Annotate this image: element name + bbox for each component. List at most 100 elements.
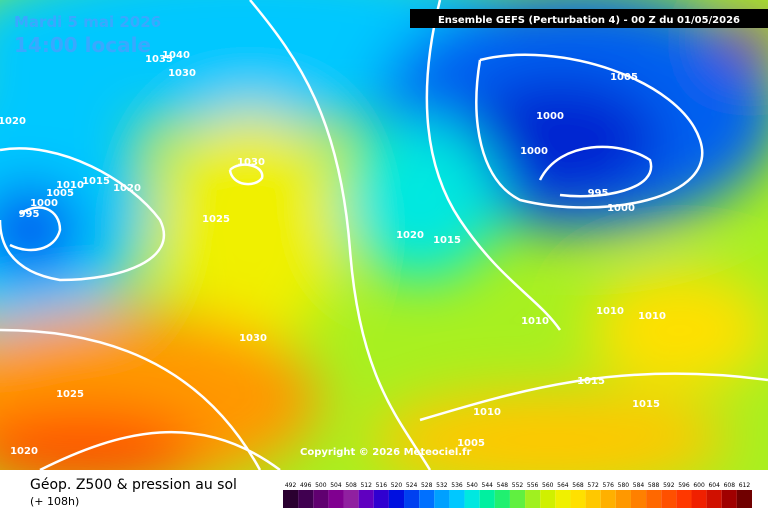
scale-swatch (721, 490, 737, 508)
isobar-label: 1020 (0, 116, 26, 127)
scale-swatch (570, 490, 586, 508)
scale-swatch (540, 490, 556, 508)
isobar-label: 1025 (202, 214, 230, 225)
date: Mardi 5 mai 2026 (14, 13, 161, 31)
scale-swatch (479, 490, 495, 508)
scale-label: 520 (391, 482, 403, 489)
scale-swatch (615, 490, 631, 508)
scale-label: 508 (345, 482, 357, 489)
scale-label: 588 (648, 482, 660, 489)
scale-label: 556 (527, 482, 539, 489)
isobar-label: 1010 (638, 311, 666, 322)
scale-label: 504 (330, 482, 342, 489)
scale-swatch (494, 490, 510, 508)
scale-swatch (509, 490, 526, 508)
time: 14:00 locale (14, 33, 151, 57)
scale-swatch (449, 490, 465, 508)
isobar-label: 1030 (239, 333, 267, 344)
scale-label: 596 (678, 482, 690, 489)
isobar-label: 995 (588, 188, 609, 199)
scale-label: 584 (633, 482, 645, 489)
isobar-label: 1030 (168, 68, 196, 79)
isobar-label: 1015 (82, 176, 110, 187)
scale-label: 536 (451, 482, 463, 489)
scale-label: 512 (360, 482, 372, 489)
scale-label: 552 (512, 482, 524, 489)
isobar-label: 1040 (162, 50, 190, 61)
scale-swatch (661, 490, 677, 508)
scale-swatch (600, 490, 616, 508)
isobar-label: 1010 (473, 407, 501, 418)
scale-swatch (283, 490, 299, 508)
scale-label: 576 (603, 482, 615, 489)
isobar-label: 1005 (457, 438, 485, 449)
scale-label: 516 (376, 482, 388, 489)
isobar-label: 1010 (521, 316, 549, 327)
scale-label: 500 (315, 482, 327, 489)
isobar-label: 1000 (30, 198, 58, 209)
scale-swatch (691, 490, 707, 508)
isobar-label: 1000 (520, 146, 548, 157)
footer-lead: (+ 108h) (30, 495, 79, 508)
isobar-label: 1015 (433, 235, 461, 246)
scale-swatch (706, 490, 722, 508)
scale-swatch (419, 490, 435, 508)
model-title: Ensemble GEFS (Perturbation 4) - 00 Z du… (438, 15, 740, 26)
scale-swatch (388, 490, 405, 508)
scale-swatch (328, 490, 344, 508)
color-scale: 492 496 500 504 508 512 516 520 524 528 532 536 540 5… (283, 482, 752, 508)
scale-label: 568 (572, 482, 584, 489)
isobar-label: 1010 (56, 180, 84, 191)
scale-label: 608 (724, 482, 736, 489)
scale-swatch (736, 490, 752, 508)
isobar-label: 1015 (577, 376, 605, 387)
scale-label: 564 (557, 482, 569, 489)
scale-label: 544 (482, 482, 494, 489)
isobar-label: 995 (19, 209, 40, 220)
isobar-label: 1020 (10, 446, 38, 457)
scale-label: 600 (693, 482, 705, 489)
scale-swatch (298, 490, 314, 508)
scale-swatch (555, 490, 571, 508)
map-field (0, 0, 768, 490)
scale-label: 492 (285, 482, 297, 489)
isobar-labels: 1040103510301020101010151020100510009951… (0, 50, 666, 457)
scale-label: 548 (497, 482, 509, 489)
scale-label: 496 (300, 482, 312, 489)
scale-swatch (525, 490, 541, 508)
scale-swatch (585, 490, 601, 508)
isobar-label: 1015 (632, 399, 660, 410)
scale-swatch (373, 490, 389, 508)
isobar-label: 1035 (145, 54, 173, 65)
copyright: Copyright © 2026 Meteociel.fr (300, 447, 471, 458)
scale-swatch (630, 490, 647, 508)
isobar-label: 1025 (56, 389, 84, 400)
scale-swatch (343, 490, 359, 508)
isobar-label: 1020 (113, 183, 141, 194)
scale-swatch (646, 490, 662, 508)
scale-label: 572 (587, 482, 599, 489)
scale-label: 592 (663, 482, 675, 489)
isobar-label: 1020 (396, 230, 424, 241)
isobar-label: 1005 (46, 188, 74, 199)
scale-label: 612 (739, 482, 751, 489)
header-box (410, 9, 768, 28)
scale-swatch (313, 490, 329, 508)
scale-label: 580 (618, 482, 630, 489)
footer-title: Géop. Z500 & pression au sol (30, 477, 237, 493)
scale-label: 524 (406, 482, 418, 489)
isobar-label: 1000 (607, 203, 635, 214)
isobar-label: 1000 (536, 111, 564, 122)
isobar-label: 1010 (596, 306, 624, 317)
scale-label: 604 (708, 482, 720, 489)
isobar-label: 1030 (237, 157, 265, 168)
scale-label: 528 (421, 482, 433, 489)
scale-swatch (464, 490, 480, 508)
isobar-label: 1005 (610, 72, 638, 83)
scale-swatch (358, 490, 374, 508)
scale-label: 532 (436, 482, 448, 489)
scale-swatch (404, 490, 420, 508)
scale-label: 560 (542, 482, 554, 489)
scale-swatch (434, 490, 450, 508)
